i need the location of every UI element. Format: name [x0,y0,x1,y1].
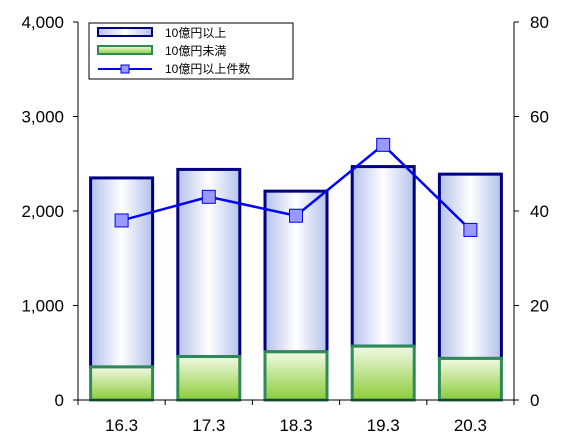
left-tick-label: 4,000 [21,13,64,32]
x-tick-label: 20.3 [454,416,487,435]
bar-upper-20.3 [437,172,503,360]
legend-label-lower: 10億円未満 [165,44,226,58]
right-tick-label: 80 [530,13,549,32]
legend-label-count: 10億円以上件数 [165,61,250,76]
line-layer [114,137,478,237]
bar-lower-16.3 [89,365,155,402]
legend-swatch-upper [97,27,153,37]
x-tick-label: 17.3 [192,416,225,435]
bars-layer [89,165,503,402]
right-tick-label: 0 [530,391,539,410]
axes-layer: 0 1,000 2,000 3,000 4,000 0 20 40 60 80 16.3 17.3 18… [21,13,548,435]
right-tick-label: 20 [530,297,549,316]
bar-lower-17.3 [176,355,242,402]
right-tick-label: 40 [530,202,549,221]
legend-label-upper: 10億円以上 [165,26,226,40]
x-tick-label: 16.3 [105,416,138,435]
bar-upper-16.3 [89,176,155,369]
count-marker-18.3 [289,208,303,223]
x-tick-label: 18.3 [279,416,312,435]
left-tick-label: 1,000 [21,297,64,316]
count-marker-19.3 [376,137,391,152]
count-marker-17.3 [201,189,216,204]
bar-lower-20.3 [437,356,503,402]
legend: 10億円以上 10億円未満 10億円以上件数 [88,22,294,80]
left-tick-label: 2,000 [21,202,64,221]
bar-lower-19.3 [350,344,416,402]
right-tick-label: 60 [530,108,549,127]
x-tick-label: 19.3 [367,416,400,435]
left-tick-label: 3,000 [21,108,64,127]
count-marker-20.3 [463,222,478,237]
legend-swatch-lower [97,45,153,55]
count-marker-16.3 [114,213,129,228]
legend-marker-count [120,64,130,74]
bar-lower-18.3 [263,350,329,402]
bar-upper-19.3 [350,165,416,348]
left-tick-label: 0 [55,391,64,410]
